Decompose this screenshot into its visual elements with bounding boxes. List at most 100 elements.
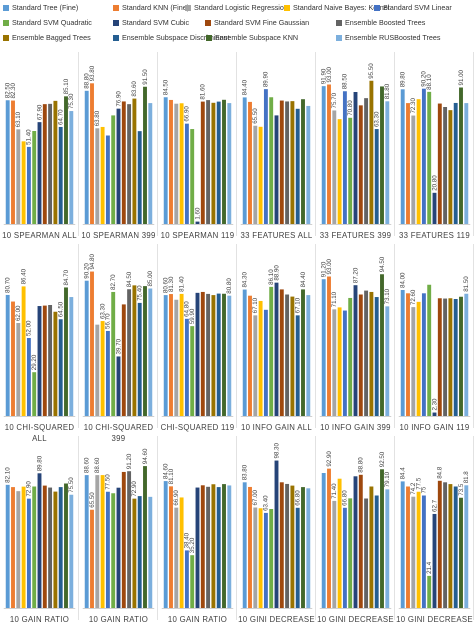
legend-item-ensemble-bagged-trees: Ensemble Bagged Trees	[3, 33, 91, 42]
data-label: 35.20	[189, 537, 196, 553]
bar-ensemble-subspace-knn	[143, 86, 147, 224]
category-label: ALL	[32, 434, 47, 443]
bar-standard-tree-fine	[242, 97, 247, 224]
bar-ensemble-boosted-trees	[127, 471, 132, 608]
bar-standard-knn-fine	[248, 295, 252, 416]
data-label: 77.50	[105, 474, 112, 490]
data-label: 64.70	[58, 109, 65, 125]
bar-standard-svm-quadratic	[111, 291, 116, 416]
legend-label: Standard Logistic Regression	[194, 3, 288, 12]
data-label: 94.50	[379, 256, 386, 272]
data-label: 82.30	[10, 83, 17, 99]
data-label: 70.80	[347, 100, 354, 116]
bar-ensemble-rusboosted-trees	[148, 103, 153, 224]
data-label: 90.20	[84, 263, 91, 279]
data-label: 84.40	[242, 79, 249, 95]
legend-label: Standard SVM Cubic	[122, 18, 190, 27]
bar-ensemble-boosted-trees	[285, 294, 290, 416]
bar-standard-svm-quadratic	[111, 115, 116, 224]
bar-standard-svm-quadratic	[269, 509, 274, 608]
data-label: 93.80	[89, 65, 96, 81]
bar-standard-logistic-regression	[411, 115, 416, 224]
bar-ensemble-subspace-discriminant	[137, 496, 142, 608]
bar-standard-tree-fine	[163, 481, 168, 608]
bar-standard-svm-fine-gaussian	[437, 103, 442, 224]
data-label: 80.60	[163, 277, 170, 293]
bar-standard-svm-cubic	[353, 92, 358, 224]
bar-standard-svm-fine-gaussian	[121, 471, 126, 608]
data-label: 93.00	[326, 66, 333, 82]
data-label: 72.30	[410, 98, 417, 114]
bar-standard-svm-quadratic	[32, 372, 37, 416]
bar-standard-svm-fine-gaussian	[121, 304, 126, 416]
category-label: 10 SPEARMAN 119	[161, 231, 235, 240]
bar-ensemble-boosted-trees	[285, 101, 290, 224]
bar-standard-tree-fine	[163, 97, 168, 224]
data-label: 88.60	[84, 457, 91, 473]
legend-swatch	[205, 19, 211, 26]
bar-standard-svm-cubic	[274, 282, 279, 416]
legend-swatch	[336, 34, 342, 41]
bar-standard-naive-bayes-kernel	[100, 126, 105, 224]
bar-standard-tree-fine	[400, 290, 405, 416]
data-label: 91.50	[142, 69, 149, 85]
data-label: 71.40	[331, 483, 338, 499]
bar-standard-tree-fine	[321, 473, 326, 608]
bar-ensemble-bagged-trees	[448, 110, 453, 224]
bar-standard-logistic-regression	[95, 475, 100, 608]
data-label: 86.40	[20, 268, 27, 284]
bar-standard-svm-linear	[184, 318, 189, 416]
bar-standard-naive-bayes-kernel	[258, 508, 263, 608]
bar-standard-svm-cubic	[353, 476, 358, 608]
bar-standard-svm-quadratic	[348, 498, 353, 608]
bar-standard-svm-linear	[421, 495, 426, 608]
legend-item-ensemble-rusboosted-trees: Ensemble RUSBoosted Trees	[336, 33, 440, 42]
data-label: 95.50	[368, 63, 375, 79]
bar-standard-svm-cubic	[195, 292, 200, 416]
bar-ensemble-subspace-discriminant	[137, 131, 142, 224]
legend-item-standard-svm-fine-gaussian: Standard SVM Fine Gaussian	[205, 18, 309, 27]
category-label: CHI-SQUARED 119	[161, 423, 235, 432]
bar-standard-logistic-regression	[174, 103, 179, 224]
panel-10-gini-decrease-399: 92.90 71.40 66.80 88.80 92.50 79.10 10 GINI DE…	[317, 436, 395, 624]
bar-ensemble-subspace-knn	[143, 286, 147, 416]
category-label: 10 INFO GAIN 119	[399, 423, 469, 432]
data-label: 94.60	[142, 448, 149, 464]
data-label: 92.90	[326, 451, 333, 467]
data-label: 81.8	[463, 471, 470, 484]
data-label: 51.40	[26, 129, 33, 145]
data-label: 94.80	[89, 254, 96, 270]
bar-standard-knn-fine	[90, 83, 94, 224]
data-label: 81.50	[463, 276, 470, 292]
data-label: 67.10	[295, 297, 302, 313]
data-label: 20.80	[431, 175, 438, 191]
bar-standard-svm-quadratic	[348, 297, 353, 416]
bar-standard-svm-fine-gaussian	[279, 289, 284, 416]
bar-standard-logistic-regression	[16, 491, 21, 608]
legend-item-standard-naive-bayes-kernel: Standard Naive Bayes: Kernel	[284, 3, 389, 12]
category-label: 10 GAIN RATIO	[10, 615, 69, 624]
data-label: 85.10	[63, 78, 70, 94]
data-label: 83.80	[242, 464, 249, 480]
category-label: 10 GINI DECREASE	[238, 615, 315, 624]
data-label: 52.00	[26, 320, 33, 336]
category-label: 33 FEATURES ALL	[241, 231, 313, 240]
legend-swatch	[206, 34, 212, 41]
bar-ensemble-boosted-trees	[127, 289, 132, 416]
bar-ensemble-bagged-trees	[448, 484, 453, 608]
bar-standard-logistic-regression	[174, 299, 179, 416]
legend-item-standard-tree-fine: Standard Tree (Fine)	[3, 3, 78, 12]
bar-standard-svm-linear	[342, 507, 347, 608]
data-label: 81.30	[168, 276, 175, 292]
data-label: 91.90	[321, 68, 328, 84]
category-label: 10 CHI-SQUARED	[84, 423, 154, 432]
bar-ensemble-bagged-trees	[290, 485, 295, 608]
bar-ensemble-subspace-discriminant	[58, 487, 63, 608]
data-label: 81.40	[178, 276, 185, 292]
category-label: 10 SPEARMAN ALL	[2, 231, 77, 240]
bar-ensemble-bagged-trees	[369, 486, 374, 608]
